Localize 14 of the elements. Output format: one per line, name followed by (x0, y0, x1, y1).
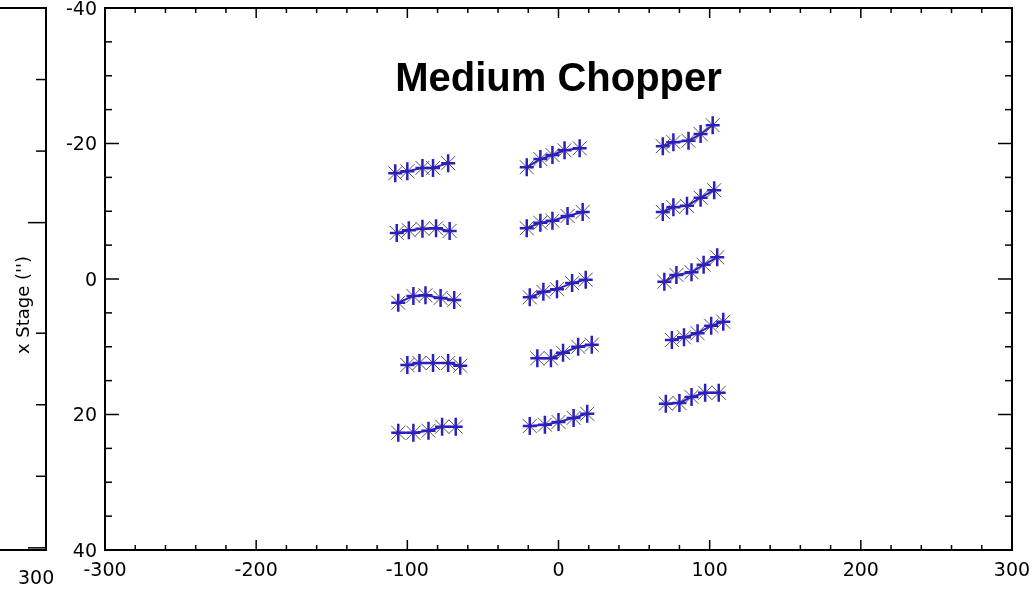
x-tick-label: -200 (234, 558, 278, 580)
y-tick-label: -20 (65, 132, 97, 155)
x-tick-label: -300 (83, 558, 127, 580)
text: Medium Chopper (394, 55, 723, 100)
y-tick-label: 0 (84, 267, 97, 290)
x-tick-label: 200 (842, 558, 879, 580)
x-tick-label: 100 (691, 558, 728, 580)
x-tick-label: -100 (385, 558, 429, 580)
y-axis-title: x Stage ('') (11, 255, 33, 355)
y-tick-label: 40 (72, 538, 97, 561)
y-tick-label: -40 (65, 0, 97, 19)
x-tick-label: 0 (552, 558, 565, 580)
x-tick-label: 300 (993, 558, 1031, 580)
y-tick-label: 20 (72, 403, 97, 426)
